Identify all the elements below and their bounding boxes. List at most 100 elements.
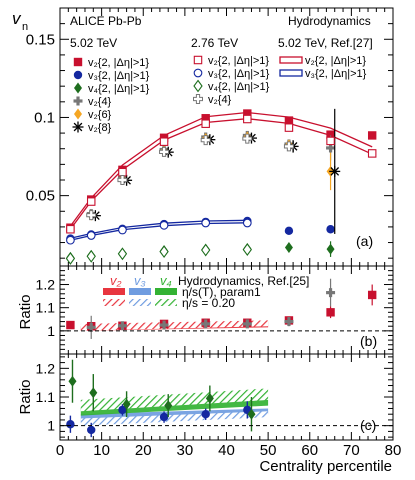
- legend-marker: [193, 55, 203, 65]
- legend-label: v₃{2, |Δη|>1}: [88, 70, 150, 82]
- legend-label: v₂{2, |Δη|>1}: [88, 57, 149, 69]
- data-point: [326, 243, 335, 255]
- panel-c-label: (c): [360, 417, 376, 433]
- panel-b: 1 1.1 1.2 Ratio v₂ v₃ v₄ Hydrodynamics, Re…: [17, 265, 394, 355]
- data-point: [86, 231, 96, 240]
- data-point: [326, 308, 335, 317]
- energy-502-label: 5.02 TeV: [70, 36, 117, 50]
- hydro-band: [80, 411, 269, 426]
- data-point: [87, 425, 96, 435]
- panel-a-points: [65, 108, 377, 265]
- panel-c: 1 1.1 1.2 0 10 20 30 40 50 60 70 80 Ratio (c) Centr…: [17, 353, 402, 475]
- legend-hydro: v₂{2, |Δη|>1}v₃{2, |Δη|>1}: [279, 55, 367, 80]
- data-point: [117, 321, 127, 331]
- data-point: [65, 252, 76, 265]
- legend-label: v₂{2, |Δη|>1}: [305, 55, 366, 67]
- data-point: [122, 398, 131, 410]
- y-tick-label: 1.2: [36, 360, 56, 376]
- legend-marker: [73, 57, 83, 67]
- panel-b-legend: v₂ v₃ v₄ Hydrodynamics, Ref.[25] η/s(T),…: [103, 273, 309, 310]
- data-point: [159, 245, 169, 259]
- panel-c-ylabel: Ratio: [17, 379, 34, 414]
- data-point: [326, 130, 335, 139]
- data-point: [242, 243, 252, 257]
- y-tick-label: 1.1: [36, 389, 56, 405]
- data-point: [205, 392, 214, 404]
- data-point: [159, 220, 169, 230]
- hydro-band: [80, 320, 269, 331]
- data-point: [66, 320, 75, 330]
- legend-swatch: [279, 56, 303, 64]
- data-point: [201, 319, 211, 329]
- legend-label: v₄{2, |Δη|>1}: [208, 81, 270, 93]
- hydro-title-label: Hydrodynamics: [288, 14, 371, 28]
- hydro-curve: [70, 222, 248, 241]
- y-tick-label: 1.2: [36, 277, 56, 293]
- data-point: [117, 247, 128, 261]
- x-tick-label: 10: [93, 442, 110, 459]
- data-point: [283, 141, 294, 152]
- data-point: [329, 165, 341, 177]
- data-point: [159, 146, 170, 157]
- data-point: [159, 137, 169, 146]
- data-point: [66, 235, 75, 245]
- panel-a-label: (a): [356, 233, 373, 249]
- data-point: [164, 400, 173, 412]
- legend-label: v₃{2, |Δη|>1}: [305, 68, 367, 80]
- y-tick-label: 1.1: [36, 300, 56, 316]
- panel-a: 0.05 0.1 0.15 v n ALICE Pb-Pb 5.02 TeV 2.7…: [12, 7, 394, 267]
- panel-b-label: (b): [360, 333, 377, 349]
- data-point: [326, 143, 336, 153]
- legend-marker: [73, 70, 83, 80]
- y-tick-label: 1: [47, 323, 55, 339]
- panel-c-points: [66, 359, 256, 438]
- legend-label: v₃{2, |Δη|>1}: [208, 68, 270, 80]
- data-point: [66, 225, 75, 234]
- data-point: [367, 290, 377, 300]
- data-point: [201, 410, 210, 419]
- data-point: [243, 114, 252, 124]
- hydro-band: [80, 399, 269, 416]
- data-point: [284, 317, 294, 327]
- data-point: [159, 320, 169, 330]
- data-point: [284, 242, 293, 254]
- x-tick-label: 50: [260, 442, 277, 459]
- data-point: [326, 136, 335, 146]
- legend-marker: [193, 94, 203, 104]
- hydro-ref-label: 5.02 TeV, Ref.[27]: [278, 36, 373, 50]
- y-tick-label: 0.15: [26, 31, 55, 48]
- x-tick-label: 60: [301, 442, 318, 459]
- panel-b-ylabel: Ratio: [17, 294, 34, 329]
- data-point: [118, 405, 127, 415]
- data-point: [86, 322, 96, 332]
- x-tick-label: 80: [385, 442, 402, 459]
- param1-label: η/s(T), param1: [182, 285, 261, 299]
- data-point: [86, 249, 96, 263]
- panel-b-bands: [80, 320, 269, 331]
- x-tick-label: 20: [135, 442, 152, 459]
- legend-label: v₂{4}: [88, 96, 112, 108]
- data-point: [242, 218, 252, 228]
- data-point: [284, 226, 294, 236]
- data-point: [86, 197, 96, 206]
- x-axis-title: Centrality percentile: [259, 458, 392, 475]
- legend-502: v₂{2, |Δη|>1}v₃{2, |Δη|>1}v₄{2, |Δη|>1}v…: [72, 57, 150, 134]
- data-point: [201, 119, 210, 128]
- legend-label: v₂{6}: [88, 109, 112, 121]
- legend-v2-label: v₂: [110, 273, 122, 288]
- legend-v2-hatched-swatch: [103, 299, 125, 306]
- panel-b-points: [66, 278, 377, 339]
- energy-276-label: 2.76 TeV: [191, 36, 238, 50]
- data-point: [86, 210, 97, 221]
- data-point: [201, 243, 211, 257]
- legend-276: v₂{2, |Δη|>1}v₃{2, |Δη|>1}v₄{2, |Δη|>1}v…: [193, 55, 270, 106]
- data-point: [242, 133, 253, 144]
- legend-v4-solid-swatch: [155, 288, 177, 295]
- data-point: [326, 225, 335, 234]
- data-point: [118, 225, 127, 235]
- data-point: [68, 375, 77, 387]
- y-tick-label: 0.05: [26, 188, 55, 205]
- legend-marker: [74, 82, 82, 94]
- data-point: [117, 175, 128, 185]
- panel-c-bands: [80, 388, 269, 426]
